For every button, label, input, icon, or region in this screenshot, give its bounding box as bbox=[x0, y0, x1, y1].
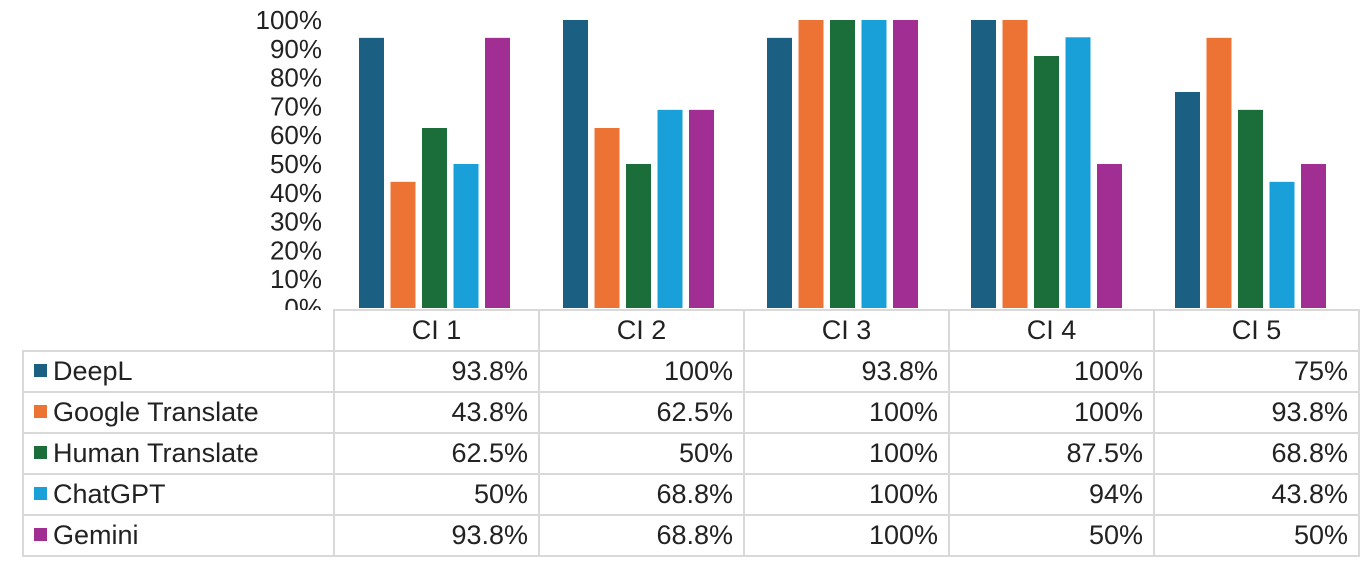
series-name: Human Translate bbox=[53, 438, 259, 468]
legend-entry: Gemini bbox=[22, 514, 335, 557]
y-tick-label: 80% bbox=[270, 63, 322, 93]
data-label: 62.5% bbox=[333, 432, 540, 475]
category-label: CI 5 bbox=[1153, 309, 1360, 352]
data-label: 50% bbox=[333, 473, 540, 516]
y-tick-label: 50% bbox=[270, 149, 322, 179]
legend-swatch-icon bbox=[34, 487, 47, 501]
bar-human-translate bbox=[830, 20, 855, 308]
data-label: 100% bbox=[948, 350, 1155, 393]
data-label: 68.8% bbox=[1153, 432, 1360, 475]
legend-entry: DeepL bbox=[22, 350, 335, 393]
bar-google-translate bbox=[1002, 20, 1028, 308]
bar-gemini bbox=[485, 37, 510, 309]
bar-gemini bbox=[689, 109, 714, 308]
y-tick-label: 100% bbox=[256, 5, 323, 35]
y-tick-label: 40% bbox=[270, 178, 322, 208]
legend-entry: ChatGPT bbox=[22, 473, 335, 516]
bar-deepl bbox=[971, 20, 996, 308]
bar-human-translate bbox=[1034, 56, 1059, 308]
data-label: 100% bbox=[743, 514, 950, 557]
data-label: 93.8% bbox=[1153, 391, 1360, 434]
bar-human-translate bbox=[1238, 109, 1263, 308]
data-label: 100% bbox=[538, 350, 745, 393]
legend-swatch-icon bbox=[34, 364, 47, 378]
data-label: 68.8% bbox=[538, 514, 745, 557]
table-header-row: CI 1 CI 2 CI 3 CI 4 CI 5 bbox=[23, 309, 1360, 352]
bar-google-translate bbox=[798, 20, 824, 308]
bar-human-translate bbox=[626, 164, 651, 308]
data-label: 50% bbox=[948, 514, 1155, 557]
series-name: ChatGPT bbox=[53, 479, 166, 509]
y-tick-label: 90% bbox=[270, 34, 322, 64]
bar-gemini bbox=[893, 20, 918, 308]
bar-chatgpt bbox=[861, 20, 887, 308]
data-label: 93.8% bbox=[333, 350, 540, 393]
y-tick-label: 70% bbox=[270, 91, 322, 121]
data-label: 50% bbox=[538, 432, 745, 475]
y-tick-label: 20% bbox=[270, 235, 322, 265]
series-name: Google Translate bbox=[53, 397, 259, 427]
category-label: CI 3 bbox=[743, 309, 950, 352]
y-tick-label: 60% bbox=[270, 120, 322, 150]
data-table: CI 1 CI 2 CI 3 CI 4 CI 5 DeepL 93.8% 100% 93.8% 1… bbox=[22, 309, 1360, 557]
legend-entry: Human Translate bbox=[22, 432, 335, 475]
bar-deepl bbox=[1175, 92, 1200, 308]
bar-deepl bbox=[767, 37, 792, 309]
data-label: 100% bbox=[743, 432, 950, 475]
legend-swatch-icon bbox=[34, 528, 47, 542]
category-label: CI 1 bbox=[333, 309, 540, 352]
data-label: 62.5% bbox=[538, 391, 745, 434]
y-tick-label: 10% bbox=[270, 264, 322, 294]
data-label: 87.5% bbox=[948, 432, 1155, 475]
table-row: Google Translate 43.8% 62.5% 100% 100% 93.8% bbox=[22, 391, 1360, 434]
data-label: 43.8% bbox=[333, 391, 540, 434]
y-tick-label: 30% bbox=[270, 207, 322, 237]
table-row: Human Translate 62.5% 50% 100% 87.5% 68.8% bbox=[22, 432, 1360, 475]
data-label: 94% bbox=[948, 473, 1155, 516]
data-label: 93.8% bbox=[743, 350, 950, 393]
bar-human-translate bbox=[422, 128, 447, 308]
data-label: 100% bbox=[743, 473, 950, 516]
data-label: 75% bbox=[1153, 350, 1360, 393]
series-name: DeepL bbox=[53, 356, 133, 386]
table-row: Gemini 93.8% 68.8% 100% 50% 50% bbox=[22, 514, 1360, 557]
y-tick-label: 0% bbox=[284, 293, 322, 310]
legend-entry: Google Translate bbox=[22, 391, 335, 434]
table-row: ChatGPT 50% 68.8% 100% 94% 43.8% bbox=[22, 473, 1360, 516]
bar-chatgpt bbox=[453, 164, 479, 308]
data-label: 100% bbox=[743, 391, 950, 434]
bar-chatgpt bbox=[1269, 181, 1295, 308]
data-label: 93.8% bbox=[333, 514, 540, 557]
bar-gemini bbox=[1097, 164, 1122, 308]
blank-cell bbox=[23, 310, 335, 352]
data-label: 50% bbox=[1153, 514, 1360, 557]
bar-google-translate bbox=[390, 181, 416, 308]
bar-google-translate bbox=[594, 128, 620, 308]
bar-deepl bbox=[359, 37, 384, 309]
bar-gemini bbox=[1301, 164, 1326, 308]
data-label: 43.8% bbox=[1153, 473, 1360, 516]
bar-chatgpt bbox=[1065, 37, 1091, 308]
table-row: DeepL 93.8% 100% 93.8% 100% 75% bbox=[22, 350, 1360, 393]
bar-deepl bbox=[563, 20, 588, 308]
bar-chart: 0%10%20%30%40%50%60%70%80%90%100% bbox=[256, 5, 1326, 310]
data-label: 68.8% bbox=[538, 473, 745, 516]
series-name: Gemini bbox=[53, 520, 139, 550]
category-label: CI 2 bbox=[538, 309, 745, 352]
legend-swatch-icon bbox=[34, 405, 47, 419]
bar-chatgpt bbox=[657, 109, 683, 308]
bar-google-translate bbox=[1206, 37, 1232, 309]
data-label: 100% bbox=[948, 391, 1155, 434]
category-label: CI 4 bbox=[948, 309, 1155, 352]
legend-swatch-icon bbox=[34, 446, 47, 460]
